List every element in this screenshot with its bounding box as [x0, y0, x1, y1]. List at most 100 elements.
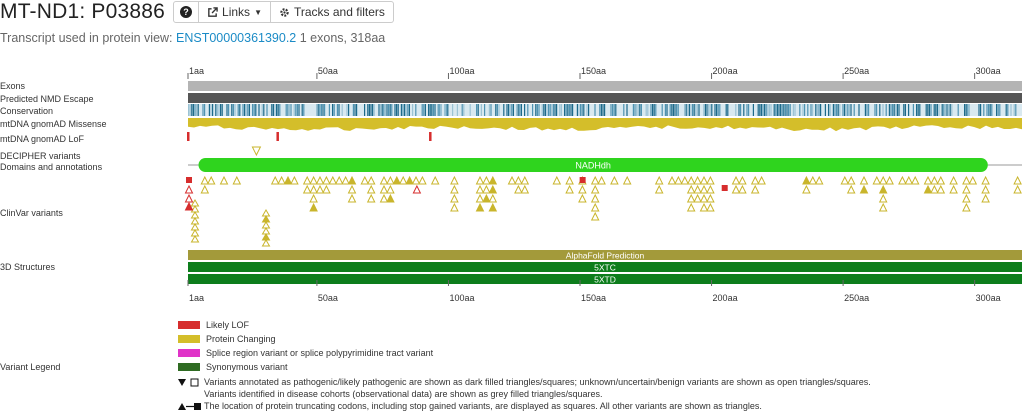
protein-viewer[interactable]: 1aa 50aa 100aa 150aa 200aa 250aa 300aa NADHdh …	[0, 0, 1024, 314]
transcript-link[interactable]: ENST00000361390.2	[176, 31, 297, 45]
conservation-stripe	[916, 104, 918, 116]
toolbar: ? Links ▼ Tracks and filters	[173, 1, 394, 23]
conservation-stripe	[645, 104, 647, 116]
conservation-stripe	[197, 104, 199, 116]
conservation-stripe	[210, 104, 212, 116]
conservation-stripe	[477, 104, 479, 116]
domain-track[interactable]: NADHdh	[188, 158, 1022, 172]
conservation-stripe	[287, 104, 289, 116]
domain-nadhdh[interactable]	[198, 158, 988, 172]
conservation-stripe	[634, 104, 636, 116]
clinvar-pathogenic-square	[186, 177, 192, 183]
conservation-stripe	[613, 104, 615, 116]
clinvar-variant-triangle	[347, 175, 357, 185]
conservation-stripe	[258, 104, 260, 116]
clinvar-variant-triangle	[334, 175, 344, 185]
conservation-stripe	[688, 104, 690, 116]
clinvar-variant-triangle	[322, 184, 331, 194]
conservation-stripe	[804, 104, 806, 116]
clinvar-track[interactable]	[184, 175, 1022, 247]
conservation-stripe	[516, 104, 518, 116]
conservation-stripe	[517, 104, 519, 116]
clinvar-variant-triangle	[686, 175, 696, 185]
conservation-stripe	[247, 104, 249, 116]
clinvar-variant-triangle	[450, 175, 459, 185]
conservation-stripe	[1005, 104, 1007, 116]
clinvar-variant-triangle	[699, 175, 709, 185]
clinvar-variant-triangle	[1013, 175, 1022, 185]
clinvar-variant-triangle	[514, 175, 523, 185]
conservation-stripe	[685, 104, 687, 116]
clinvar-variant-triangle	[981, 175, 990, 185]
conservation-stripe	[935, 104, 937, 116]
conservation-stripe	[695, 104, 697, 116]
conservation-stripe	[708, 104, 710, 116]
clinvar-pathogenic-triangle	[184, 184, 194, 194]
question-circle-icon: ?	[180, 6, 193, 18]
exon-bar[interactable]	[188, 81, 1022, 91]
conservation-track[interactable]	[188, 104, 1022, 116]
clinvar-pathogenic-triangle	[184, 193, 194, 203]
clinvar-variant-triangle	[910, 175, 920, 185]
conservation-stripe	[832, 104, 834, 116]
conservation-stripe	[684, 104, 686, 116]
conservation-stripe	[384, 104, 386, 116]
conservation-stripe	[538, 104, 540, 116]
structures-track[interactable]: AlphaFold Prediction 5XTC 5XTD	[188, 250, 1022, 284]
conservation-stripe	[837, 104, 839, 116]
conservation-stripe	[476, 104, 478, 116]
tracks-and-filters-button[interactable]: Tracks and filters	[270, 1, 394, 23]
conservation-stripe	[762, 104, 764, 116]
conservation-stripe	[439, 104, 441, 116]
conservation-stripe	[714, 104, 716, 116]
clinvar-variant-triangle	[347, 193, 357, 203]
conservation-stripe	[842, 104, 844, 116]
clinvar-variant-triangle	[674, 175, 683, 185]
clinvar-variant-triangle	[693, 193, 702, 203]
lof-track[interactable]	[187, 132, 432, 141]
conservation-stripe	[332, 104, 334, 116]
conservation-stripe	[653, 104, 655, 116]
help-button[interactable]: ?	[173, 1, 200, 23]
conservation-stripe	[368, 104, 370, 116]
missense-area[interactable]	[188, 118, 1022, 132]
decipher-track[interactable]	[251, 146, 262, 157]
conservation-stripe	[874, 104, 876, 116]
conservation-stripe	[496, 104, 498, 116]
conservation-stripe	[711, 104, 713, 116]
clinvar-variant-triangle	[872, 175, 882, 185]
conservation-stripe	[698, 104, 700, 116]
decipher-variant-triangle	[251, 146, 262, 157]
conservation-stripe	[933, 104, 935, 116]
conservation-stripe	[690, 104, 692, 116]
clinvar-variant-triangle	[475, 175, 485, 185]
lof-marker	[276, 132, 279, 141]
conservation-stripe	[552, 104, 554, 116]
conservation-stripe	[752, 104, 754, 116]
conservation-stripe	[188, 104, 190, 116]
clinvar-variant-triangle	[552, 175, 562, 185]
structure-label: 5XTD	[594, 274, 616, 284]
clinvar-variant-triangle	[520, 184, 530, 194]
conservation-stripe	[445, 104, 447, 116]
triangle-line-square-icon	[178, 402, 204, 411]
conservation-stripe	[615, 104, 617, 116]
nmd-escape-bar[interactable]	[188, 93, 1022, 103]
structure-bar	[188, 250, 1022, 260]
legend-note-text: The location of protein truncating codon…	[204, 401, 762, 411]
conservation-stripe	[431, 104, 433, 116]
structure-label: 5XTC	[594, 262, 616, 272]
conservation-stripe	[946, 104, 948, 116]
conservation-stripe	[272, 104, 274, 116]
conservation-stripe	[759, 104, 761, 116]
conservation-stripe	[373, 104, 375, 116]
conservation-stripe	[519, 104, 521, 116]
conservation-stripe	[735, 104, 737, 116]
ruler-bottom-tick-label: 150aa	[581, 293, 606, 303]
conservation-stripe	[764, 104, 766, 116]
conservation-stripe	[802, 104, 804, 116]
links-dropdown-button[interactable]: Links ▼	[199, 1, 271, 23]
conservation-stripe	[677, 104, 679, 116]
conservation-stripe	[298, 104, 300, 116]
clinvar-variant-triangle	[846, 184, 856, 194]
